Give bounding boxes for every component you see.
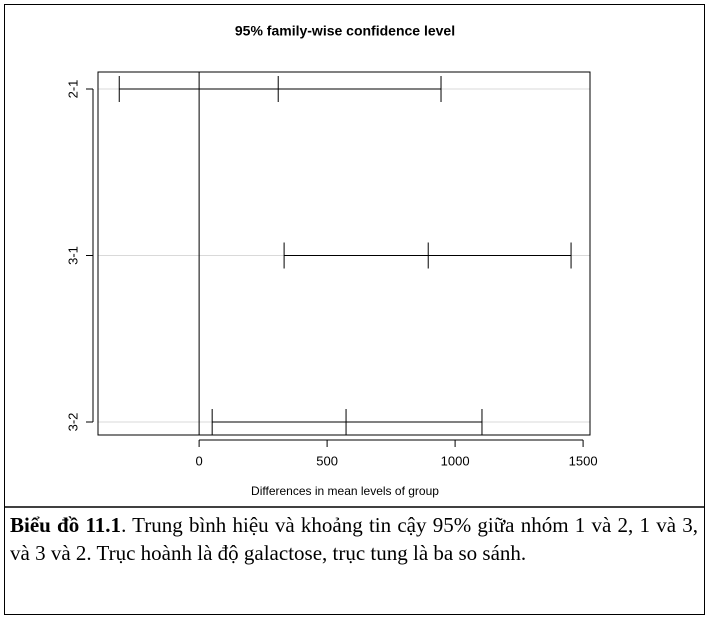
caption-label: Biểu đồ 11.1 [10, 513, 122, 537]
y-tick-label: 2-1 [65, 80, 80, 99]
x-tick-label: 1500 [569, 453, 598, 468]
x-tick-label: 1000 [441, 453, 470, 468]
caption-text: . Trung bình hiệu và khoảng tin cậy 95% … [10, 513, 698, 565]
chart-title: 95% family-wise confidence level [235, 23, 455, 39]
y-tick-label: 3-2 [65, 413, 80, 432]
x-axis-label: Differences in mean levels of group [251, 484, 439, 498]
plot-frame [97, 71, 591, 436]
x-tick-label: 500 [316, 453, 338, 468]
y-tick-label: 3-1 [65, 246, 80, 265]
figure-frame [4, 4, 705, 615]
caption: Biểu đồ 11.1. Trung bình hiệu và khoảng … [10, 511, 698, 567]
x-tick-label: 0 [195, 453, 202, 468]
